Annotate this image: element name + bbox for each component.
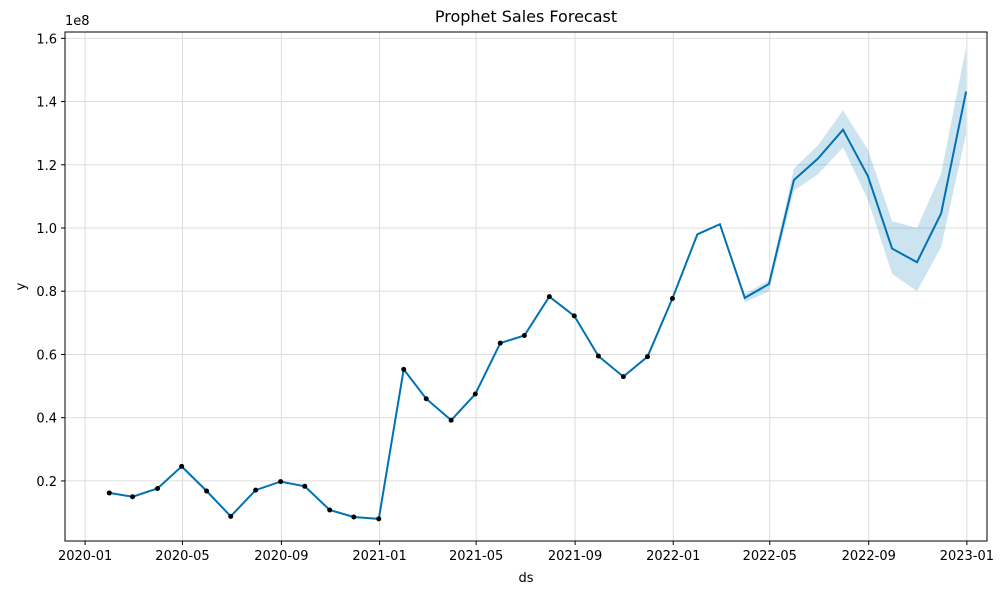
observed-point bbox=[253, 487, 259, 493]
y-tick-label: 0.2 bbox=[36, 475, 57, 490]
chart-title: Prophet Sales Forecast bbox=[435, 7, 617, 26]
observed-point bbox=[497, 340, 503, 346]
observed-point bbox=[327, 507, 333, 513]
y-tick-label: 1.2 bbox=[36, 159, 57, 174]
x-tick-label: 2022-05 bbox=[743, 549, 797, 564]
observed-point bbox=[644, 354, 650, 360]
y-axis-ticks: 0.2 0.4 0.6 0.8 1.0 1.2 1.4 1.6 bbox=[36, 32, 65, 490]
y-tick-label: 0.6 bbox=[36, 348, 57, 363]
x-tick-label: 2020-05 bbox=[155, 549, 209, 564]
y-tick-label: 1.4 bbox=[36, 96, 57, 111]
x-axis-ticks: 2020-01 2020-05 2020-09 2021-01 2021-05 2021-… bbox=[58, 541, 994, 564]
x-tick-label: 2021-01 bbox=[352, 549, 406, 564]
observed-point bbox=[521, 333, 527, 339]
x-tick-label: 2022-09 bbox=[842, 549, 896, 564]
observed-point bbox=[423, 396, 429, 402]
observed-point bbox=[376, 516, 382, 522]
y-axis-label: y bbox=[14, 282, 29, 290]
x-tick-label: 2020-01 bbox=[58, 549, 112, 564]
forecast-line bbox=[109, 91, 968, 520]
observed-point bbox=[302, 483, 308, 489]
observed-point bbox=[401, 366, 407, 372]
x-tick-label: 2021-05 bbox=[449, 549, 503, 564]
observed-point bbox=[595, 353, 601, 359]
observed-point bbox=[669, 296, 675, 302]
y-tick-label: 1.0 bbox=[36, 222, 57, 237]
x-axis-label: ds bbox=[518, 571, 533, 586]
observed-point bbox=[620, 374, 626, 380]
observed-point bbox=[106, 490, 112, 496]
observed-point bbox=[204, 488, 210, 494]
x-tick-label: 2022-01 bbox=[646, 549, 700, 564]
observed-point bbox=[278, 479, 284, 485]
y-tick-label: 1.6 bbox=[36, 32, 57, 47]
observed-point bbox=[472, 391, 478, 397]
observed-point bbox=[228, 513, 234, 519]
y-tick-label: 0.8 bbox=[36, 285, 57, 300]
observed-point bbox=[351, 514, 357, 520]
plot-frame bbox=[64, 31, 988, 542]
x-tick-label: 2021-09 bbox=[548, 549, 602, 564]
y-scale-multiplier: 1e8 bbox=[65, 14, 90, 29]
observed-point bbox=[155, 486, 161, 492]
observed-point bbox=[571, 313, 577, 319]
uncertainty-interval-band bbox=[109, 47, 967, 519]
y-tick-label: 0.4 bbox=[36, 412, 57, 427]
observed-point bbox=[179, 463, 185, 469]
x-tick-label: 2023-01 bbox=[940, 549, 994, 564]
observed-point bbox=[130, 494, 136, 500]
x-tick-label: 2020-09 bbox=[254, 549, 308, 564]
observed-point bbox=[448, 417, 454, 423]
observed-points bbox=[106, 294, 675, 522]
observed-point bbox=[546, 294, 552, 300]
grid-lines bbox=[65, 32, 987, 541]
